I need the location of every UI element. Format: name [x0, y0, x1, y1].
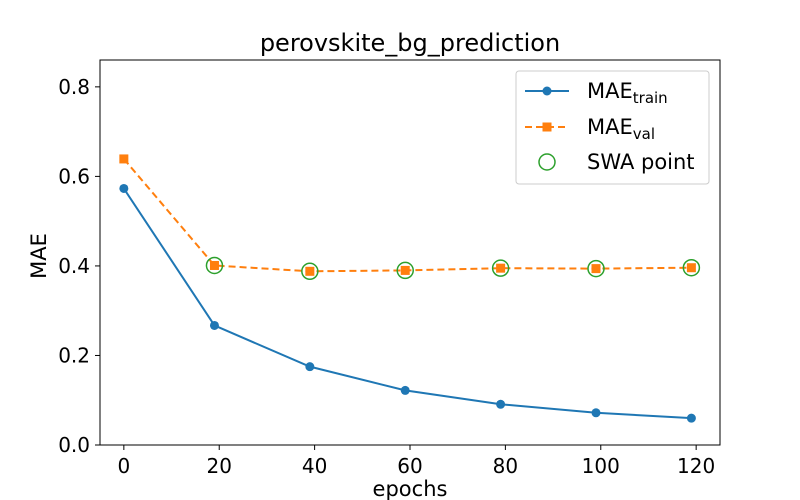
y-tick-label: 0.4: [58, 254, 90, 278]
x-tick-label: 120: [677, 454, 715, 478]
data-point: [591, 264, 601, 274]
x-tick-label: 60: [397, 454, 422, 478]
x-tick-label: 40: [302, 454, 327, 478]
data-point: [496, 399, 506, 409]
x-axis-label: epochs: [373, 477, 448, 500]
data-point: [686, 263, 696, 273]
data-point: [305, 266, 315, 276]
data-point: [119, 154, 129, 164]
data-point: [209, 260, 219, 270]
legend-swa-marker: [538, 153, 556, 171]
legend: MAEtrain MAEval SWA point: [515, 70, 710, 185]
legend-val-marker: [542, 122, 552, 132]
swa-point: [396, 261, 414, 280]
legend-val-label: MAEval: [587, 115, 655, 143]
legend-train-subscript: train: [633, 89, 668, 107]
data-point: [591, 408, 601, 418]
y-axis-ticks: 0.0 0.2 0.4 0.6 0.8: [58, 75, 100, 457]
swa-point: [205, 256, 224, 275]
y-tick-label: 0.0: [58, 433, 90, 457]
data-point: [400, 385, 410, 395]
x-tick-label: 80: [493, 454, 518, 478]
legend-swa-label: SWA point: [587, 150, 695, 174]
x-tick-label: 100: [582, 454, 620, 478]
swa-point: [301, 262, 319, 281]
data-point: [119, 183, 129, 193]
y-tick-label: 0.2: [58, 343, 90, 367]
legend-train-label: MAEtrain: [587, 79, 668, 107]
y-tick-label: 0.8: [58, 75, 90, 99]
swa-point: [682, 258, 701, 277]
x-axis-ticks: 0 20 40 60 80 100 120: [117, 445, 715, 478]
legend-val-name: MAE: [587, 115, 633, 139]
series-line-0: [123, 187, 692, 420]
legend-train-marker: [542, 86, 552, 96]
legend-train-name: MAE: [587, 79, 633, 103]
legend-val-subscript: val: [633, 125, 655, 143]
chart-marks: [119, 154, 701, 423]
data-point: [686, 413, 696, 423]
x-tick-label: 20: [207, 454, 232, 478]
y-axis-label: MAE: [27, 233, 51, 279]
chart-title: perovskite_bg_prediction: [260, 29, 560, 57]
data-point: [305, 362, 315, 372]
swa-point: [587, 259, 605, 278]
x-tick-label: 0: [117, 454, 130, 478]
data-point: [496, 263, 506, 273]
y-tick-label: 0.6: [58, 164, 90, 188]
legend-box: [515, 70, 710, 185]
swa-point: [491, 259, 510, 277]
data-point: [209, 320, 219, 330]
data-point: [400, 265, 410, 275]
